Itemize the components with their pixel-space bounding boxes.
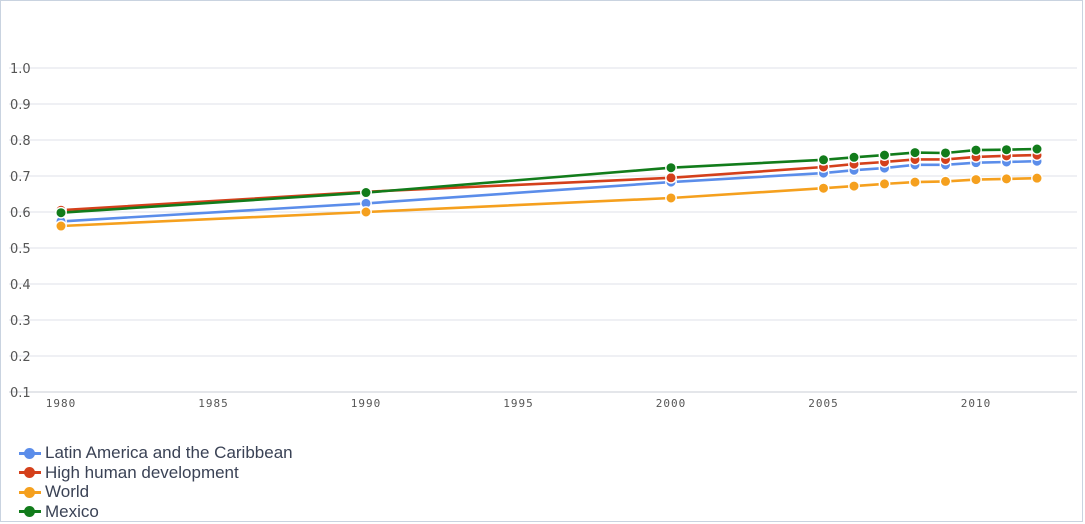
y-tick-label: 0.2 <box>10 350 31 365</box>
data-point <box>360 186 372 199</box>
legend-label: High human development <box>45 462 239 482</box>
y-tick-label: 0.4 <box>10 278 31 293</box>
legend-item[interactable]: World <box>19 482 293 502</box>
data-point <box>1031 143 1043 155</box>
x-tick-label: 1990 <box>351 397 382 410</box>
data-point <box>817 153 830 166</box>
data-point <box>909 146 921 159</box>
line-chart: 0.1 0.2 0.3 0.4 0.5 0.6 0.7 0.8 0.9 1.0 1980 1985 19… <box>9 62 1077 410</box>
legend-label: World <box>45 482 90 502</box>
y-tick-label: 1.0 <box>10 62 31 77</box>
x-tick-label: 2010 <box>961 397 992 410</box>
legend-label: Mexico <box>45 501 99 521</box>
data-point <box>970 144 982 156</box>
data-point <box>909 176 921 189</box>
data-point <box>665 171 677 184</box>
y-tick-label: 0.5 <box>10 242 31 257</box>
data-point <box>1000 172 1013 185</box>
y-tick-label: 0.3 <box>10 314 31 329</box>
legend-item[interactable]: High human development <box>19 463 293 483</box>
legend-marker-icon <box>19 504 41 518</box>
data-point <box>878 149 891 162</box>
data-point <box>939 147 952 159</box>
legend-label: Latin America and the Caribbean <box>45 443 293 463</box>
x-tick-label: 1995 <box>503 397 534 410</box>
data-point <box>878 178 891 190</box>
x-tick-label: 1985 <box>198 397 229 410</box>
data-point <box>817 182 830 195</box>
data-point <box>939 175 952 188</box>
legend-item[interactable]: Mexico <box>19 502 293 522</box>
chart-legend: Latin America and the Caribbean High huma… <box>19 443 293 521</box>
data-point <box>360 206 372 218</box>
data-point <box>665 192 677 204</box>
legend-item[interactable]: Latin America and the Caribbean <box>19 443 293 463</box>
x-tick-label: 1980 <box>46 397 77 410</box>
data-point <box>848 180 860 192</box>
data-point <box>1000 143 1013 156</box>
data-point <box>970 173 982 186</box>
legend-marker-icon <box>19 485 41 499</box>
data-point <box>1031 172 1043 185</box>
y-tick-label: 0.1 <box>10 386 31 401</box>
data-point <box>55 206 67 219</box>
y-tick-label: 0.9 <box>10 98 31 113</box>
data-point <box>665 161 677 174</box>
x-tick-label: 2005 <box>808 397 839 410</box>
data-point <box>848 151 860 164</box>
y-tick-label: 0.7 <box>10 170 31 185</box>
y-tick-label: 0.6 <box>10 206 31 221</box>
y-tick-label: 0.8 <box>10 134 31 149</box>
data-point <box>55 220 67 232</box>
legend-marker-icon <box>19 446 41 460</box>
legend-marker-icon <box>19 465 41 479</box>
x-tick-label: 2000 <box>656 397 687 410</box>
